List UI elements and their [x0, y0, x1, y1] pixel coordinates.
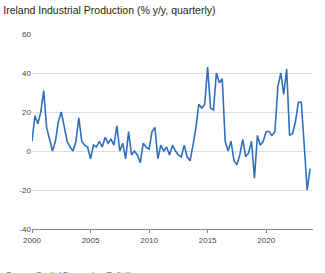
svg-text:Source: Capital Economics, Ref: Source: Capital Economics, Refinitiv: [6, 270, 135, 273]
svg-text:40: 40: [22, 69, 31, 78]
svg-text:2000: 2000: [23, 236, 41, 245]
svg-text:0: 0: [27, 147, 32, 156]
svg-text:60: 60: [22, 30, 31, 39]
svg-text:2015: 2015: [199, 236, 217, 245]
svg-text:-20: -20: [19, 186, 31, 195]
svg-text:20: 20: [22, 108, 31, 117]
svg-text:2020: 2020: [257, 236, 275, 245]
svg-text:-40: -40: [19, 225, 31, 234]
svg-text:Ireland Industrial Production: Ireland Industrial Production (% y/y, qu…: [3, 4, 215, 16]
svg-text:2005: 2005: [82, 236, 100, 245]
svg-text:2010: 2010: [140, 236, 158, 245]
